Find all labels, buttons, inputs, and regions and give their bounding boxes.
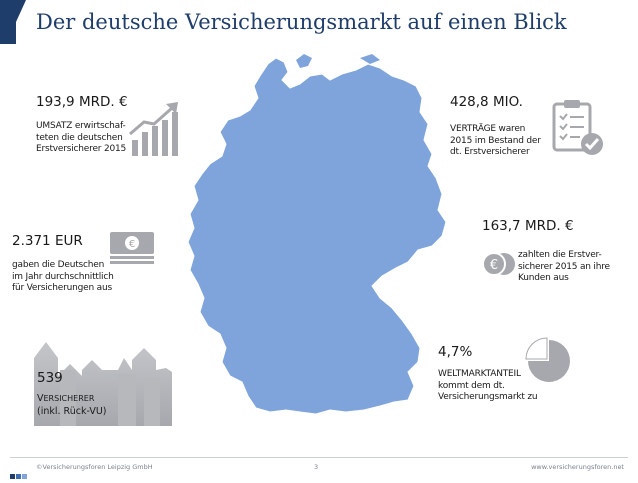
svg-text:€: € (490, 258, 498, 273)
zahlungen-line-1: zahlten die Erstver- (518, 250, 602, 260)
ausgaben-line-1: gaben die Deutschen (12, 260, 105, 270)
germany-map (187, 54, 447, 415)
zahlungen-line-3: Kunden aus (518, 273, 569, 283)
ausgaben-line-3: für Versicherungen aus (12, 283, 112, 293)
umsatz-line-3: Erstversicherer 2015 (36, 144, 127, 154)
page-title: Der deutsche Versicherungsmarkt auf eine… (36, 10, 567, 34)
weltmarkt-description: WELTMARKTANTEIL kommt dem dt. Versicheru… (438, 369, 538, 404)
umsatz-description: UMSATZ erwirtschaf- teten die deutschen … (36, 121, 126, 156)
svg-text:€: € (129, 239, 135, 250)
versicherer-label-initial: V (37, 393, 44, 404)
versicherer-label-rest: ERSICHERER (43, 394, 95, 403)
weltmarkt-value: 4,7% (438, 344, 473, 360)
umsatz-line-2: teten die deutschen (36, 132, 123, 143)
weltmarkt-line-1: WELTMARKTANTEIL (438, 369, 521, 379)
ausgaben-value: 2.371 EUR (12, 233, 83, 249)
ausgaben-line-2: im Jahr durchschnittlich (12, 271, 114, 282)
ausgaben-description: gaben die Deutschen im Jahr durchschnitt… (12, 260, 114, 295)
vertraege-description: VERTRÄGE waren 2015 im Bestand der dt. E… (450, 124, 541, 159)
checklist-clipboard-icon (552, 100, 603, 155)
zahlungen-description: zahlten die Erstver- sicherer 2015 an ih… (518, 250, 610, 285)
versicherer-label: VERSICHERER (37, 393, 107, 404)
footer-copyright: ©Versicherungsforen Leipzig GmbH (36, 463, 153, 471)
banknotes-icon: € (110, 232, 154, 264)
corner-accent-bar (0, 0, 16, 44)
zahlungen-line-2: sicherer 2015 an ihre (518, 261, 610, 272)
footer-divider (10, 457, 628, 458)
versicherer-sublabel: (inkl. Rück-VU) (37, 406, 107, 417)
weltmarkt-line-3: Versicherungsmarkt zu (438, 392, 538, 402)
pie-chart-icon (525, 337, 570, 382)
corner-accent-fold (16, 0, 26, 22)
footer-website-link[interactable]: www.versicherungsforen.net (531, 463, 624, 471)
umsatz-line-1: UMSATZ erwirtschaf- (36, 121, 126, 131)
footer-logo-squares (10, 464, 28, 483)
factory-buildings-icon (34, 342, 172, 426)
rising-bar-chart-icon (129, 102, 178, 156)
zahlungen-value: 163,7 MRD. € (482, 218, 574, 234)
vertraege-value: 428,8 MIO. (450, 94, 523, 110)
vertraege-line-2: 2015 im Bestand der (450, 135, 541, 146)
weltmarkt-line-2: kommt dem dt. (438, 380, 505, 391)
vertraege-line-3: dt. Erstversicherer (450, 147, 530, 157)
euro-coins-icon: € (482, 252, 515, 276)
versicherer-block: 539 VERSICHERER (inkl. Rück-VU) (37, 370, 107, 417)
footer-page-number: 3 (314, 463, 319, 471)
versicherer-value: 539 (37, 370, 63, 386)
umsatz-value: 193,9 MRD. € (36, 94, 128, 110)
vertraege-line-1: VERTRÄGE waren (450, 124, 526, 134)
